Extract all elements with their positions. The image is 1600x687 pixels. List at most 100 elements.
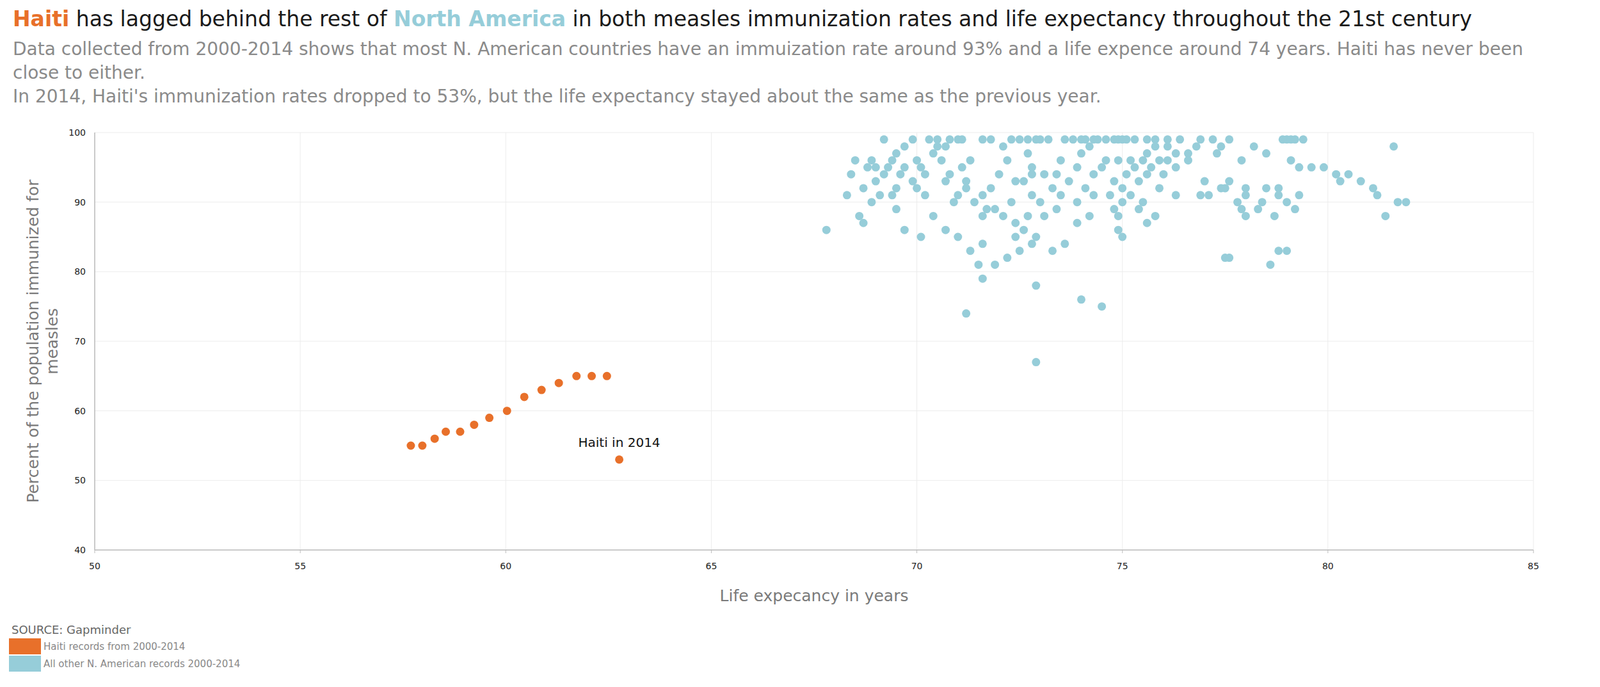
- point: [1130, 135, 1139, 144]
- y-axis-title: Percent of the population immunized form…: [23, 179, 62, 504]
- point: [1336, 177, 1345, 186]
- point: [1163, 142, 1172, 151]
- x-tick-label: 65: [705, 560, 718, 571]
- point: [1114, 225, 1123, 235]
- point: [916, 232, 925, 242]
- point: [1319, 163, 1328, 172]
- point: [892, 204, 901, 214]
- point: [1109, 177, 1119, 186]
- point: [469, 420, 479, 429]
- point: [1031, 281, 1040, 290]
- point: [1143, 135, 1152, 144]
- point: [1171, 149, 1181, 158]
- point: [867, 156, 876, 165]
- point: [1196, 135, 1205, 144]
- point: [908, 177, 918, 186]
- point: [1208, 135, 1218, 144]
- point: [1118, 197, 1127, 207]
- point: [929, 149, 938, 158]
- point: [1102, 135, 1111, 144]
- point: [875, 190, 884, 200]
- point: [966, 156, 975, 165]
- point: [892, 183, 901, 192]
- title-part: Haiti: [12, 6, 70, 32]
- y-tick-label: 90: [74, 197, 86, 208]
- x-tick-label: 85: [1527, 560, 1540, 571]
- point: [1344, 170, 1353, 179]
- point: [1130, 163, 1139, 172]
- point: [1151, 211, 1160, 221]
- point: [1109, 204, 1119, 214]
- point: [1040, 170, 1049, 179]
- point: [1007, 197, 1016, 207]
- legend: Haiti records from 2000-2014All other N.…: [8, 638, 240, 672]
- x-tick-label: 55: [294, 560, 306, 571]
- point: [1151, 142, 1160, 151]
- point: [900, 142, 909, 151]
- point: [1089, 170, 1098, 179]
- point: [1052, 204, 1061, 214]
- point: [1221, 183, 1230, 192]
- point: [863, 163, 872, 172]
- point: [1138, 197, 1147, 207]
- point: [1015, 246, 1024, 255]
- point: [1237, 156, 1246, 165]
- point: [1118, 183, 1127, 192]
- point: [537, 385, 546, 395]
- point: [1389, 142, 1398, 151]
- point: [1262, 149, 1271, 158]
- point: [958, 135, 967, 144]
- y-axis-title-line: Percent of the population immunized for: [23, 179, 43, 504]
- point: [1060, 135, 1069, 144]
- point: [842, 190, 852, 200]
- point: [1080, 135, 1090, 144]
- title: Haiti has lagged behind the rest of Nort…: [12, 6, 1472, 32]
- title-part: North America: [393, 6, 566, 32]
- point: [1040, 211, 1049, 221]
- point: [1282, 246, 1291, 255]
- point: [503, 406, 512, 415]
- point: [430, 434, 440, 443]
- point: [916, 163, 925, 172]
- point: [900, 163, 909, 172]
- point: [1372, 190, 1382, 200]
- point: [1044, 135, 1053, 144]
- point: [1146, 163, 1156, 172]
- point: [958, 163, 967, 172]
- point: [1290, 135, 1300, 144]
- point: [1241, 211, 1250, 221]
- subtitle-line: In 2014, Haiti's immunization rates drop…: [12, 84, 1562, 109]
- points: [406, 135, 1410, 464]
- chart: 5055606570758085405060708090100Life expe…: [0, 0, 1600, 687]
- point: [1143, 149, 1152, 158]
- point: [1368, 183, 1378, 192]
- y-grid-line: [94, 201, 1534, 203]
- point: [945, 135, 954, 144]
- point: [1048, 183, 1057, 192]
- point: [1011, 232, 1020, 242]
- point: [1126, 156, 1135, 165]
- subtitle-line: Data collected from 2000-2014 shows that…: [12, 37, 1562, 85]
- point: [1356, 177, 1366, 186]
- x-axis-title: Life expecancy in years: [720, 586, 909, 605]
- point: [920, 190, 930, 200]
- point: [883, 163, 893, 172]
- point: [1080, 183, 1090, 192]
- point: [1105, 190, 1115, 200]
- x-tick-label: 75: [1116, 560, 1129, 571]
- x-axis-line: [94, 549, 1534, 551]
- point: [880, 170, 889, 179]
- grid: [94, 132, 1534, 550]
- y-grid-line: [94, 480, 1534, 481]
- point: [1216, 142, 1225, 151]
- point: [1102, 156, 1111, 165]
- point: [1155, 156, 1164, 165]
- series: [822, 135, 1411, 367]
- point: [1262, 183, 1271, 192]
- source: SOURCE: Gapminder: [11, 622, 132, 637]
- annotation: Haiti in 2014: [578, 434, 661, 450]
- point: [941, 142, 950, 151]
- point: [1274, 246, 1283, 255]
- point: [1060, 239, 1069, 248]
- point: [1011, 218, 1020, 228]
